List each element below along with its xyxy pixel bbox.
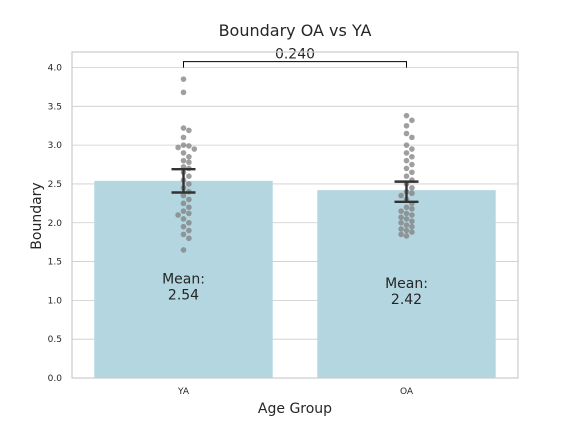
data-point-ya-6 — [186, 143, 192, 149]
data-point-oa-0 — [403, 112, 410, 119]
data-point-ya-16 — [186, 173, 192, 179]
data-point-oa-26 — [409, 212, 415, 218]
data-point-ya-3 — [186, 127, 192, 134]
data-point-oa-32 — [409, 223, 415, 230]
y-tick-label-7: 3.5 — [48, 102, 62, 112]
data-point-oa-33 — [398, 226, 404, 232]
data-point-ya-29 — [186, 219, 192, 226]
data-point-oa-11 — [403, 165, 410, 172]
data-point-oa-3 — [403, 130, 410, 137]
data-point-oa-34 — [403, 227, 410, 234]
x-axis-ticks: YA OA — [177, 387, 414, 397]
data-point-ya-24 — [186, 204, 192, 211]
data-point-ya-5 — [180, 142, 187, 148]
significance-bracket: 0.240 — [183, 47, 407, 68]
data-point-oa-28 — [403, 216, 410, 222]
data-point-ya-31 — [186, 227, 192, 234]
data-point-oa-23 — [409, 205, 415, 212]
y-tick-label-5: 2.5 — [48, 180, 62, 190]
data-point-oa-5 — [403, 142, 410, 148]
plot-frame — [71, 51, 519, 379]
x-tick-label-ya: YA — [177, 387, 190, 397]
data-point-oa-2 — [403, 122, 410, 129]
error-bars — [171, 168, 419, 204]
data-point-ya-18 — [186, 181, 192, 187]
data-point-oa-35 — [409, 229, 415, 235]
data-point-ya-30 — [180, 223, 187, 230]
data-point-ya-33 — [186, 235, 192, 242]
mean-label-value-ya: 2.54 — [168, 287, 199, 303]
data-point-oa-31 — [403, 222, 410, 228]
data-point-oa-4 — [409, 134, 415, 141]
data-point-oa-1 — [409, 117, 415, 124]
data-point-oa-6 — [409, 146, 415, 152]
y-tick-label-4: 2.0 — [48, 219, 63, 229]
data-point-oa-12 — [409, 169, 415, 176]
data-point-ya-1 — [180, 89, 187, 96]
mean-label-value-oa: 2.42 — [391, 292, 422, 308]
data-point-ya-10 — [186, 153, 192, 160]
data-point-oa-18 — [409, 190, 415, 197]
data-point-ya-25 — [180, 208, 187, 214]
data-point-ya-34 — [180, 247, 187, 253]
data-point-ya-32 — [180, 231, 187, 238]
y-tick-label-2: 1.0 — [48, 296, 63, 306]
data-point-ya-12 — [186, 159, 192, 166]
swarm-points — [175, 76, 415, 253]
data-point-oa-9 — [403, 157, 410, 164]
data-point-ya-8 — [191, 146, 198, 152]
x-tick-label-oa: OA — [400, 387, 414, 397]
data-point-ya-0 — [180, 76, 187, 82]
data-point-oa-25 — [403, 210, 410, 217]
significance-label: 0.240 — [275, 47, 315, 63]
data-point-oa-24 — [398, 208, 404, 214]
data-point-ya-2 — [180, 125, 187, 131]
y-tick-label-6: 3.0 — [48, 141, 63, 151]
data-point-ya-26 — [186, 210, 192, 217]
data-point-oa-37 — [403, 233, 410, 239]
data-point-oa-8 — [409, 153, 415, 160]
x-axis-label: Age Group — [258, 401, 332, 417]
y-tick-label-1: 0.5 — [48, 335, 62, 345]
y-tick-label-3: 1.5 — [48, 258, 62, 268]
data-point-oa-19 — [398, 192, 404, 199]
data-point-ya-23 — [180, 200, 187, 207]
data-point-oa-7 — [403, 150, 410, 156]
data-point-oa-10 — [409, 161, 415, 168]
data-point-ya-11 — [180, 157, 187, 164]
data-point-ya-9 — [180, 150, 187, 156]
y-axis-label: Boundary — [29, 182, 45, 249]
data-point-ya-4 — [180, 134, 187, 141]
data-point-oa-22 — [403, 204, 410, 211]
y-tick-label-8: 4.0 — [48, 64, 63, 74]
data-point-oa-29 — [409, 218, 415, 225]
data-point-ya-7 — [175, 144, 181, 151]
bars — [94, 180, 496, 378]
y-axis-ticks: 0.0 0.5 1.0 1.5 2.0 2.5 3.0 3.5 4.0 — [48, 64, 63, 384]
mean-label-prefix-oa: Mean: — [385, 276, 428, 292]
data-point-ya-27 — [175, 212, 181, 218]
chart-title: Boundary OA vs YA — [219, 21, 372, 40]
data-point-oa-30 — [398, 219, 404, 226]
data-point-ya-28 — [180, 216, 187, 222]
y-tick-label-0: 0.0 — [48, 374, 63, 384]
data-point-ya-21 — [180, 192, 187, 199]
mean-label-prefix-ya: Mean: — [162, 271, 205, 287]
significance-line — [183, 61, 407, 68]
data-point-oa-27 — [398, 214, 404, 221]
data-point-oa-36 — [398, 231, 404, 238]
data-point-ya-22 — [186, 196, 192, 203]
data-point-oa-13 — [403, 173, 410, 179]
data-point-oa-16 — [409, 185, 415, 191]
